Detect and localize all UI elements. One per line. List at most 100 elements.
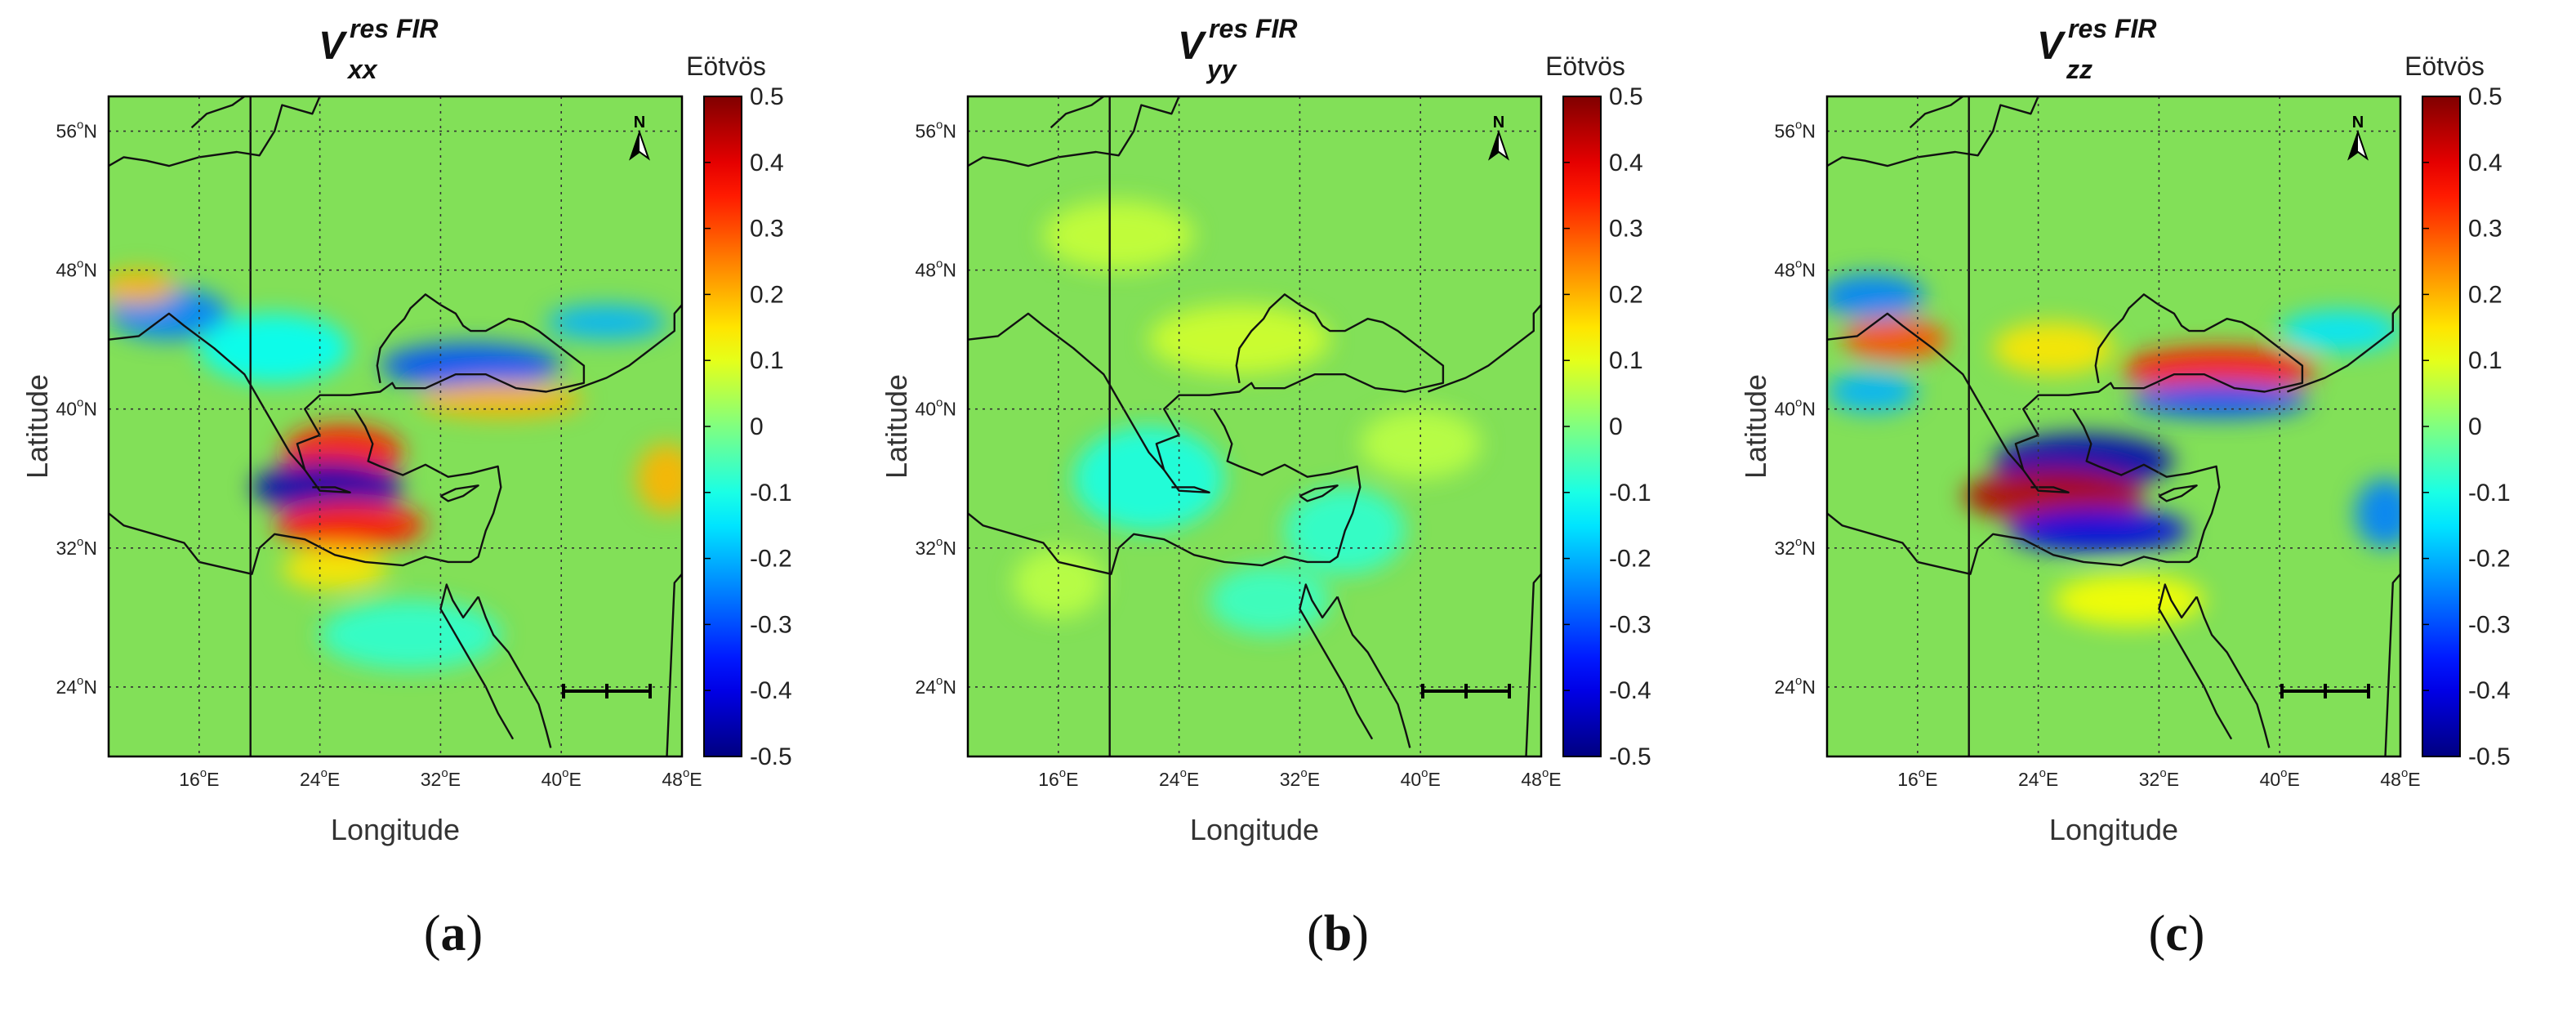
chart-title-subscript: yy — [1206, 55, 1238, 84]
colorbar-tick-label-3: 0.2 — [750, 281, 784, 308]
chart-title-subscript: xx — [346, 55, 378, 84]
colorbar-tick-label-4: 0.1 — [2468, 347, 2502, 374]
colorbar-tick-label-7: -0.2 — [2468, 546, 2511, 573]
anomaly-9 — [2355, 478, 2400, 548]
heatmap-field — [1827, 96, 2400, 756]
x-tick-label-4: 48oE — [1521, 766, 1561, 790]
x-axis-label: Longitude — [331, 813, 460, 846]
anomaly-layer — [1827, 273, 2400, 627]
coastline-10 — [568, 304, 682, 393]
y-axis-label: Latitude — [1739, 374, 1772, 479]
y-tick-label-3: 48oN — [56, 257, 97, 281]
coastline-2 — [2158, 583, 2233, 740]
north-arrow-icon: N — [2347, 114, 2369, 161]
north-label: N — [1493, 114, 1504, 132]
coastline-2 — [1299, 583, 1374, 740]
anomaly-7 — [1827, 370, 1918, 413]
anomaly-10 — [1993, 322, 2114, 375]
colorbar-tick-label-9: -0.4 — [750, 677, 792, 704]
anomaly-3 — [282, 547, 388, 590]
x-tick-label-0: 16oE — [179, 766, 219, 790]
colorbar-tick-label-4: 0.1 — [1609, 347, 1643, 374]
colorbar-tick-label-7: -0.2 — [750, 546, 792, 573]
anomaly-layer — [1013, 200, 1482, 636]
x-tick-label-3: 40oE — [541, 766, 582, 790]
coastline-5 — [304, 469, 351, 493]
grid — [1827, 96, 2400, 756]
coastline-3 — [477, 596, 552, 748]
coastline-5 — [2022, 469, 2070, 493]
north-label: N — [2352, 114, 2364, 132]
x-tick-label-1: 24oE — [2018, 766, 2058, 790]
colorbar-tick-label-6: -0.1 — [1609, 480, 1651, 506]
colorbar-tick-label-2: 0.3 — [750, 216, 784, 243]
x-tick-label-1: 24oE — [1159, 766, 1199, 790]
x-tick-label-2: 32oE — [1280, 766, 1320, 790]
colorbar-tick-label-8: -0.3 — [750, 611, 792, 638]
field-background — [1827, 96, 2400, 756]
anomaly-layer — [109, 270, 682, 670]
x-axis-label: Longitude — [2049, 813, 2178, 846]
plot-frame — [1825, 95, 2402, 758]
coastline-5 — [1163, 469, 1210, 493]
colorbar-tick-label-4: 0.1 — [750, 347, 784, 374]
coastline-1 — [1827, 408, 2221, 575]
colorbar-tick-label-3: 0.2 — [2468, 281, 2502, 308]
colorbar-tick-label-2: 0.3 — [1609, 216, 1643, 243]
chart-vzz: N 16oE 24oE 32oE 40oE 48oE 24oN 32oN 40oN 48oN 56o… — [1739, 14, 2511, 846]
y-tick-label-1: 32oN — [1774, 535, 1816, 559]
colorbar-tick-label-10: -0.5 — [1609, 743, 1651, 770]
x-tick-label-3: 40oE — [2260, 766, 2300, 790]
y-tick-label-4: 56oN — [56, 118, 97, 142]
y-tick-label-1: 32oN — [915, 535, 956, 559]
heatmap-field — [968, 96, 1541, 756]
plot-frame — [966, 95, 1543, 758]
panel-c: N 16oE 24oE 32oE 40oE 48oE 24oN 32oN 40oN 48oN 56o… — [1718, 0, 2576, 1013]
anomaly-2 — [2008, 507, 2190, 554]
coastline-7 — [1827, 96, 2039, 167]
x-tick-label-1: 24oE — [300, 766, 340, 790]
y-tick-label-1: 32oN — [56, 535, 97, 559]
grid — [109, 96, 682, 756]
anomaly-9 — [636, 444, 682, 514]
chart-vxx: N 16oE 24oE 32oE 40oE 48oE 24oN 32oN 40oN 48oN 56o… — [20, 14, 792, 846]
coastline-6 — [439, 484, 479, 502]
coastline-6 — [2158, 484, 2198, 502]
coastlines — [1827, 96, 2400, 756]
anomaly-11 — [319, 600, 501, 670]
caption-a: (a) — [423, 906, 484, 962]
coastline-7 — [968, 96, 1180, 167]
colorbar-tick-label-10: -0.5 — [750, 743, 792, 770]
anomaly-2 — [274, 501, 426, 550]
anomaly-0 — [1073, 426, 1225, 531]
coastline-7 — [109, 96, 321, 167]
scale-bar — [562, 684, 652, 698]
anomaly-6 — [1842, 319, 1948, 361]
colorbar-tick-label-3: 0.2 — [1609, 281, 1643, 308]
anomaly-3 — [1148, 305, 1330, 375]
coastline-3 — [1336, 596, 1411, 748]
colorbar-tick-label-10: -0.5 — [2468, 743, 2511, 770]
anomaly-4 — [1043, 200, 1195, 270]
coastline-9 — [1525, 573, 1541, 756]
colorbar-label: Eötvös — [1545, 51, 1625, 81]
anomaly-8 — [2280, 310, 2400, 352]
y-tick-label-3: 48oN — [915, 257, 956, 281]
coastline-0 — [968, 293, 1445, 471]
y-tick-label-4: 56oN — [1774, 118, 1816, 142]
panel-b: N 16oE 24oE 32oE 40oE 48oE 24oN 32oN 40oN 48oN 56o… — [859, 0, 1717, 1013]
coastline-9 — [666, 573, 682, 756]
y-tick-label-2: 40oN — [56, 396, 97, 420]
heatmap-field — [109, 96, 682, 756]
colorbar-tick-label-6: -0.1 — [750, 480, 792, 506]
colorbar-tick-label-9: -0.4 — [2468, 677, 2511, 704]
colorbar-tick-label-8: -0.3 — [2468, 611, 2511, 638]
colorbar-label: Eötvös — [2404, 51, 2485, 81]
colorbar-tick-label-0: 0.5 — [2468, 83, 2502, 110]
north-arrow-icon: N — [629, 114, 650, 161]
colorbar-tick-label-0: 0.5 — [1609, 83, 1643, 110]
plot-frame — [107, 95, 684, 758]
coastline-3 — [2195, 596, 2271, 748]
